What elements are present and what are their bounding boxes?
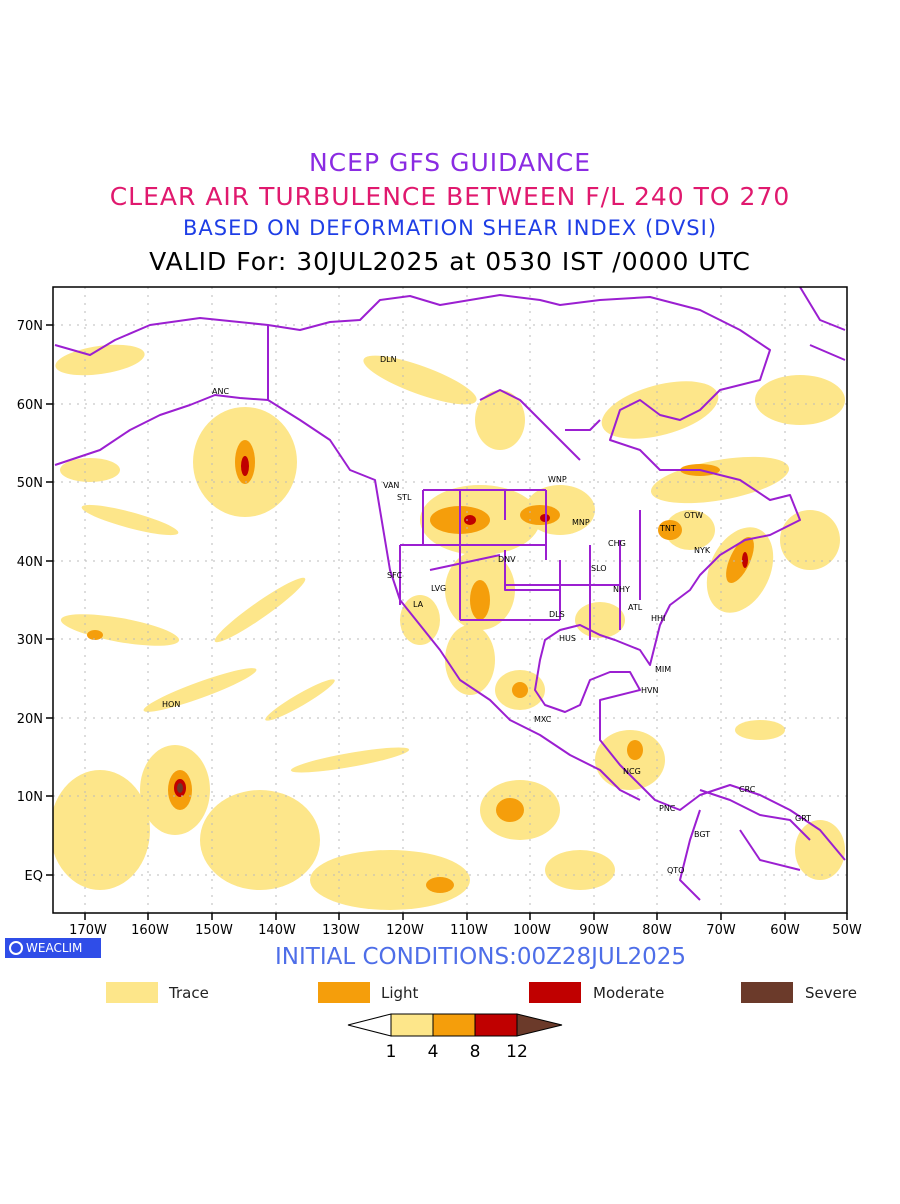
axis-ticks [46,324,848,920]
scale-label: 12 [506,1042,528,1062]
scale-label: 4 [428,1042,439,1062]
lat-label: 70N [17,319,43,334]
lat-label: 40N [17,555,43,570]
lon-label: 120W [386,923,424,938]
lat-label: 30N [17,633,43,648]
station-label: DLS [549,610,565,619]
station-label: HVN [641,686,658,695]
station-labels: ANC DLN VAN STL WNP MNP TNT OTW NYK CHG … [162,355,811,875]
station-label: MIM [655,665,671,674]
lon-label: 60W [770,923,800,938]
station-label: LVG [431,584,446,593]
graticule [53,287,847,913]
lat-label: 60N [17,398,43,413]
legend-swatch-trace [106,982,158,1003]
station-label: QTO [667,866,684,875]
lon-label: 90W [579,923,609,938]
lon-label: 110W [450,923,488,938]
lat-label: EQ [25,869,43,884]
station-label: MNP [572,518,590,527]
initial-conditions: INITIAL CONDITIONS:00Z28JUL2025 [275,944,687,970]
title-line-3: BASED ON DEFORMATION SHEAR INDEX (DVSI) [182,216,718,240]
station-label: WNP [548,475,567,484]
lat-label: 10N [17,790,43,805]
lon-label: 50W [832,923,862,938]
station-label: CRC [739,785,756,794]
station-label: NYK [694,546,711,555]
brand-name: WEACLIM [26,941,83,955]
legend-label-light: Light [381,984,419,1002]
station-label: HHI [651,614,665,623]
station-label: HUS [559,634,576,643]
legend-swatch-light [318,982,370,1003]
lon-label: 150W [195,923,233,938]
lat-label: 50N [17,476,43,491]
scale-label: 8 [470,1042,481,1062]
station-label: BGT [694,830,710,839]
station-label: PNC [659,804,676,813]
station-label: MXC [534,715,552,724]
lat-label: 20N [17,712,43,727]
lat-labels: 70N 60N 50N 40N 30N 20N 10N EQ [17,319,43,884]
station-label: TNT [659,524,676,533]
title-line-1: NCEP GFS GUIDANCE [308,148,591,177]
legend-swatch-severe [741,982,793,1003]
station-label: ATL [628,603,643,612]
lon-labels: 170W 160W 150W 140W 130W 120W 110W 100W … [69,923,862,938]
logo-ring-icon [9,941,23,955]
station-label: NCG [623,767,641,776]
station-label: SLO [591,564,607,573]
weaclim-logo: WEACLIM [5,938,101,958]
legend-swatch-moderate [529,982,581,1003]
title-line-2: CLEAR AIR TURBULENCE BETWEEN F/L 240 TO … [109,182,791,211]
station-label: DLN [380,355,397,364]
station-label: VAN [383,481,399,490]
color-scale-labels: 1 4 8 12 [386,1042,528,1062]
station-label: LA [413,600,424,609]
lon-label: 140W [258,923,296,938]
station-label: DNV [498,555,516,564]
color-scale-bar [347,1013,563,1037]
valid-time: VALID For: 30JUL2025 at 0530 IST /0000 U… [149,247,751,276]
lon-label: 170W [69,923,107,938]
lon-label: 80W [642,923,672,938]
legend-label-severe: Severe [805,984,857,1002]
lon-label: 70W [706,923,736,938]
map-frame [52,286,848,914]
lon-label: 130W [322,923,360,938]
station-label: STL [397,493,412,502]
station-label: NHY [613,585,630,594]
station-label: CHG [608,539,626,548]
station-label: HON [162,700,180,709]
turbulence-field [53,344,845,910]
scale-label: 1 [386,1042,397,1062]
lon-label: 100W [513,923,551,938]
lon-label: 160W [131,923,169,938]
coastlines [54,287,846,901]
legend-label-trace: Trace [169,984,209,1002]
station-label: OTW [684,511,703,520]
station-label: ANC [212,387,229,396]
station-label: SFC [387,571,403,580]
station-label: GRT [795,814,811,823]
legend-label-moderate: Moderate [593,984,665,1002]
